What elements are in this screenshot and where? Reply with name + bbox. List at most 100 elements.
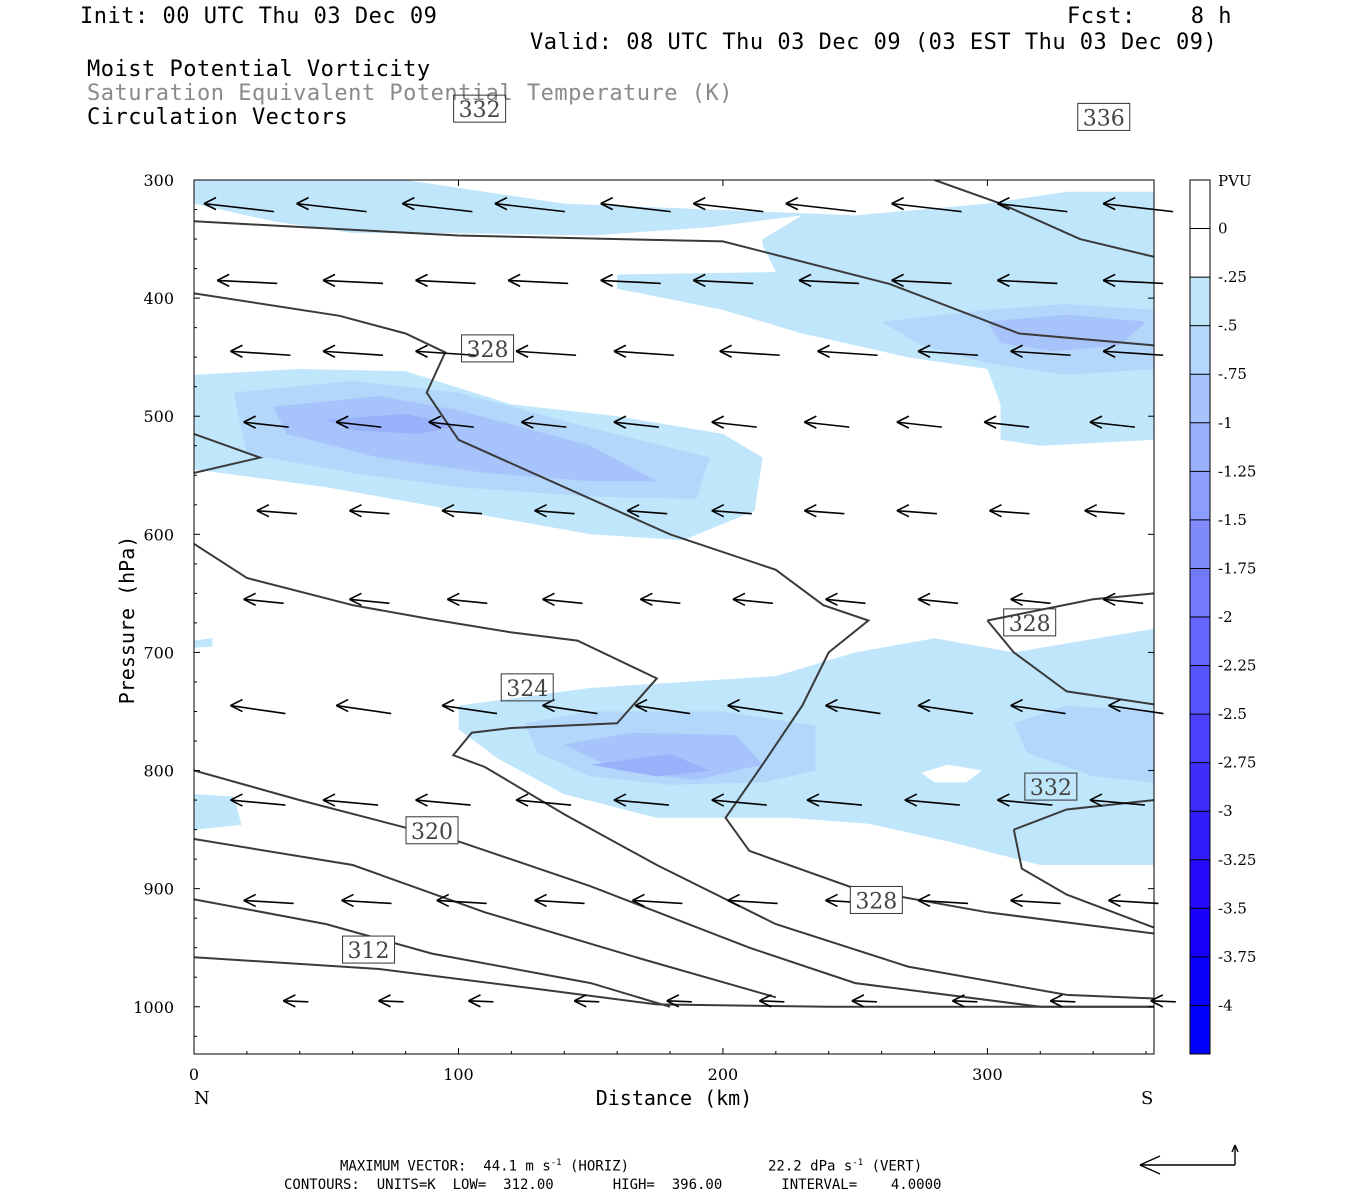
- y-tick-label-400: 400: [143, 289, 174, 308]
- theta-contour-11: [1012, 829, 1154, 929]
- colorbar-label-14: -3.5: [1218, 899, 1247, 917]
- circulation-vector-61: [335, 698, 392, 715]
- circulation-vector-90: [282, 994, 309, 1008]
- y-tick-label-300: 300: [143, 171, 174, 190]
- axes-layer: 300 400 500 600 700 800 900 1000 0 100 200 300: [133, 171, 1154, 1084]
- svg-text:328: 328: [1009, 612, 1051, 637]
- circulation-vector-60: [230, 698, 286, 715]
- colorbar-swatch-1: [1190, 228, 1210, 278]
- colorbar-swatch-3: [1190, 325, 1210, 375]
- theta-contour-5: [194, 292, 1154, 935]
- y-tick-label-600: 600: [143, 525, 174, 544]
- circulation-vector-45: [711, 503, 752, 518]
- circulation-vector-96: [851, 994, 877, 1008]
- x-axis-title: Distance (km): [596, 1086, 753, 1110]
- y-tick-label-900: 900: [143, 880, 174, 899]
- circulation-vector-0: [203, 196, 275, 213]
- colorbar-swatch-15: [1190, 908, 1210, 958]
- circulation-vector-82: [436, 893, 487, 908]
- circulation-vector-4: [600, 196, 671, 213]
- svg-text:332: 332: [1030, 776, 1072, 801]
- theta-label-328: 328: [461, 334, 515, 363]
- circulation-vector-57: [917, 592, 959, 606]
- circulation-vector-5: [692, 196, 764, 213]
- valid-time: Valid: 08 UTC Thu 03 Dec 09 (03 EST Thu …: [530, 30, 1218, 55]
- circulation-vector-40: [256, 503, 297, 518]
- circulation-vector-43: [534, 503, 575, 518]
- circulation-vector-91: [378, 994, 404, 1008]
- circulation-vector-14: [600, 273, 661, 288]
- theta-contour-7: [987, 592, 1154, 622]
- y-tick-label-800: 800: [143, 762, 174, 781]
- circulation-vector-62: [441, 698, 498, 715]
- circulation-vector-51: [349, 592, 390, 606]
- theta-contour-4: [194, 542, 1154, 1000]
- colorbar-label-6: -1.5: [1218, 511, 1247, 529]
- circulation-vector-94: [666, 994, 692, 1008]
- circulation-vector-81: [341, 893, 392, 908]
- pv-shading-layer: [194, 180, 1154, 865]
- circulation-vector-48: [989, 503, 1030, 518]
- circulation-vector-34: [613, 415, 660, 429]
- field-title-pv: Moist Potential Vorticity: [87, 57, 431, 82]
- forecast-hour: Fcst: 8 h: [1067, 4, 1232, 29]
- circulation-vector-41: [349, 503, 390, 518]
- plot-frame: [193, 179, 1155, 1055]
- colorbar-label-3: -.75: [1218, 365, 1247, 383]
- circulation-vector-35: [711, 415, 757, 429]
- theta-label-336: 336: [1077, 102, 1131, 131]
- circulation-vector-70: [230, 793, 286, 807]
- circulation-vector-49: [1084, 503, 1125, 518]
- pv-region-0: [194, 180, 1154, 281]
- circulation-vector-93: [573, 994, 600, 1008]
- colorbar-label-16: -4: [1218, 996, 1233, 1014]
- circulation-vector-22: [415, 344, 476, 358]
- circulation-vector-15: [692, 273, 754, 288]
- colorbar: 0 -.25 -.5 -.75 -1 -1.25 -1.5 -1.75 -2 -2.25 -2.5 -…: [1189, 179, 1256, 1055]
- circulation-vector-13: [507, 273, 569, 288]
- theta-label-332: 332: [453, 94, 507, 123]
- circulation-vector-44: [626, 503, 668, 518]
- theta-label-328: 328: [849, 885, 903, 914]
- theta-contour-13: [194, 432, 264, 474]
- circulation-vector-50: [243, 592, 284, 606]
- theta-contour-layer: [194, 180, 1154, 1008]
- pv-region-13: [194, 794, 242, 830]
- colorbar-unit: PVU: [1218, 172, 1252, 190]
- circulation-vector-80: [243, 893, 294, 908]
- circulation-vector-67: [917, 698, 974, 715]
- svg-text:324: 324: [506, 677, 548, 702]
- svg-text:328: 328: [855, 889, 897, 914]
- colorbar-label-9: -2.25: [1218, 657, 1256, 675]
- circulation-vector-12: [415, 273, 476, 288]
- pv-region-12: [1013, 705, 1154, 783]
- circulation-vector-59: [1102, 592, 1144, 606]
- circulation-vector-21: [322, 344, 384, 358]
- circulation-vector-98: [1049, 994, 1076, 1008]
- colorbar-label-12: -3: [1218, 802, 1233, 820]
- circulation-vector-99: [1150, 994, 1176, 1008]
- colorbar-swatch-4: [1190, 374, 1210, 424]
- circulation-vector-16: [798, 273, 860, 288]
- colorbar-label-5: -1.25: [1218, 462, 1256, 480]
- circulation-vector-54: [640, 592, 681, 606]
- svg-text:320: 320: [411, 820, 453, 845]
- circulation-vector-79: [1089, 793, 1146, 807]
- circulation-vector-32: [428, 415, 474, 429]
- colorbar-swatch-14: [1190, 859, 1210, 909]
- circulation-vector-layer: [203, 196, 1176, 1008]
- circulation-vector-76: [806, 793, 863, 807]
- circulation-vector-10: [216, 273, 278, 288]
- circulation-vector-39: [1089, 415, 1136, 429]
- colorbar-swatch-12: [1190, 762, 1210, 812]
- circulation-vector-95: [759, 994, 785, 1008]
- circulation-vector-88: [1010, 893, 1061, 908]
- y-tick-label-500: 500: [143, 407, 174, 426]
- circulation-vector-31: [335, 415, 382, 429]
- colorbar-swatch-0: [1190, 180, 1210, 230]
- circulation-vector-27: [917, 344, 979, 358]
- theta-contour-3: [194, 769, 1154, 1008]
- circulation-vector-84: [632, 893, 683, 908]
- colorbar-swatch-16: [1190, 956, 1210, 1006]
- init-time: Init: 00 UTC Thu 03 Dec 09: [80, 4, 438, 29]
